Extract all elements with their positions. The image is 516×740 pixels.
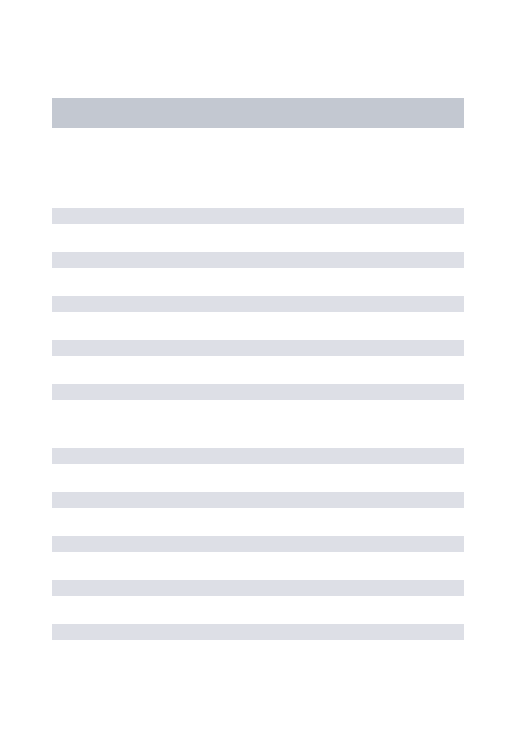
text-line-placeholder [52,624,464,640]
skeleton-container [0,0,516,740]
text-line-placeholder [52,296,464,312]
text-line-placeholder [52,580,464,596]
text-block-placeholder [52,448,464,640]
title-placeholder-bar [52,98,464,128]
text-line-placeholder [52,492,464,508]
text-block-placeholder [52,208,464,400]
text-line-placeholder [52,208,464,224]
text-line-placeholder [52,340,464,356]
text-line-placeholder [52,252,464,268]
text-line-placeholder [52,384,464,400]
text-line-placeholder [52,448,464,464]
text-line-placeholder [52,536,464,552]
